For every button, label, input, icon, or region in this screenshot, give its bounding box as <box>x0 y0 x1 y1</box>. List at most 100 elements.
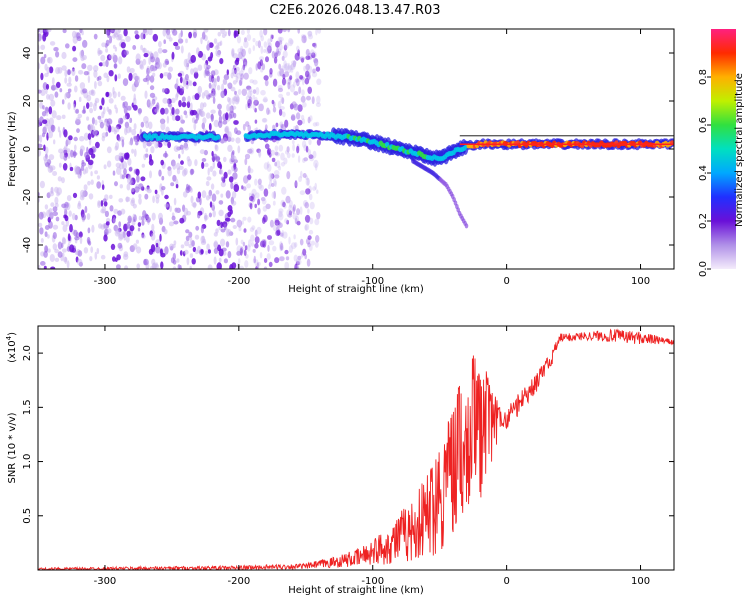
spectrogram-noise-cell <box>259 59 263 67</box>
spectrogram-noise-cell <box>155 197 160 204</box>
spectrogram-noise-cell <box>173 240 177 246</box>
spectrogram-noise-cell <box>200 249 204 255</box>
spectrogram-noise-cell <box>191 202 197 208</box>
spectrogram-ylabel: Frequency (Hz) <box>7 111 18 187</box>
spectrogram-noise-cell <box>78 96 82 102</box>
spectrogram-noise-cell <box>77 113 83 119</box>
spectrogram-noise-cell <box>263 258 268 263</box>
spectrogram-noise-cell <box>307 216 310 224</box>
spectrogram-noise-cell <box>232 150 235 155</box>
spectrogram-noise-cell <box>234 90 237 95</box>
spectrogram-noise-cell <box>61 114 66 120</box>
spectrogram-noise-cell <box>290 115 296 121</box>
colorbar-tick-label: 0.2 <box>698 213 709 229</box>
spectrogram-noise-cell <box>38 62 41 71</box>
spectrogram-noise-cell <box>300 95 306 103</box>
spectrogram-noise-cell <box>38 222 43 228</box>
spectrogram-noise-cell <box>302 78 305 86</box>
spectrogram-noise-cell <box>112 86 115 95</box>
spectrogram-noise-cell <box>147 68 152 74</box>
spectrogram-noise-cell <box>54 91 59 98</box>
spectrogram-noise-cell <box>176 258 180 263</box>
spectrogram-noise-cell <box>135 239 139 244</box>
spectrogram-noise-cell <box>211 193 217 202</box>
spectrogram-noise-cell <box>103 72 108 79</box>
spectrogram-noise-cell <box>149 85 155 91</box>
spectrogram-noise-cell <box>201 190 207 199</box>
spectrogram-noise-cell <box>300 34 307 39</box>
spectrogram-noise-cell <box>207 40 210 48</box>
spectrogram-noise-cell <box>244 153 251 160</box>
spectrogram-noise-cell <box>262 118 267 123</box>
spectrogram-noise-cell <box>199 197 202 206</box>
spectrogram-noise-cell <box>263 188 269 197</box>
spectrogram-noise-cell <box>312 68 316 74</box>
spectrogram-noise-cell <box>230 182 234 190</box>
spectrogram-noise-cell <box>279 106 285 110</box>
spectrogram-noise-cell <box>157 142 163 148</box>
spectrogram-noise-cell <box>281 55 285 62</box>
spectrogram-noise-cell <box>295 71 300 80</box>
spectrogram-noise-cell <box>259 184 264 191</box>
spectrogram-noise-cell <box>194 234 200 240</box>
spectrogram-noise-cell <box>109 35 113 44</box>
spectrogram-noise-cell <box>48 66 54 74</box>
spectrogram-noise-cell <box>123 106 128 115</box>
spectrogram-noise-cell <box>64 93 67 100</box>
spectrogram-noise-cell <box>134 186 140 193</box>
spectrogram-noise-cell <box>135 168 140 176</box>
spectrogram-noise-cell <box>239 77 243 86</box>
snr-marks <box>38 328 674 570</box>
spectrogram-noise-cell <box>177 72 183 77</box>
spectrogram-noise-cell <box>52 206 58 213</box>
spectrogram-noise-cell <box>140 44 144 51</box>
spectrogram-noise-cell <box>181 86 185 92</box>
spectrogram-noise-cell <box>46 94 50 100</box>
spectrogram-noise-cell <box>55 216 60 222</box>
spectrogram-noise-cell <box>112 170 116 176</box>
spectrogram-ytick-label: -40 <box>22 237 33 253</box>
spectrogram-noise-cell <box>290 68 294 73</box>
spectrogram-noise-cell <box>223 258 228 264</box>
spectrogram-noise-cell <box>294 180 298 189</box>
spectrogram-noise-cell <box>105 48 109 53</box>
spectrogram-noise-cell <box>153 51 159 59</box>
spectrogram-noise-cell <box>257 198 261 206</box>
spectrogram-noise-cell <box>314 163 318 171</box>
spectrogram-noise-cell <box>140 176 146 182</box>
spectrogram-noise-cell <box>172 259 177 265</box>
spectrogram-branch-cell <box>464 223 469 229</box>
spectrogram-noise-cell <box>184 240 190 247</box>
spectrogram-noise-cell <box>38 265 41 269</box>
spectrogram-noise-cell <box>69 244 75 253</box>
spectrogram-noise-cell <box>112 217 117 224</box>
spectrogram-noise-cell <box>312 150 317 159</box>
spectrogram-noise-cell <box>281 186 287 195</box>
spectrogram-noise-cell <box>285 79 292 85</box>
spectrogram-noise-cell <box>240 246 244 253</box>
spectrogram-noise-cell <box>253 255 256 264</box>
spectrogram-noise-cell <box>288 37 293 47</box>
spectrogram-noise-cell <box>248 87 253 93</box>
spectrogram-noise-cell <box>193 122 197 131</box>
spectrogram-noise-cell <box>272 78 278 87</box>
spectrogram-noise-cell <box>263 162 269 170</box>
colorbar-tick-label: 0.8 <box>698 69 709 85</box>
snr-ylabel: SNR (10 * v/v) <box>7 412 18 483</box>
spectrogram-noise-cell <box>194 93 200 101</box>
spectrogram-noise-cell <box>307 149 312 157</box>
spectrogram-noise-cell <box>247 165 251 174</box>
colorbar-axes: 0.0 0.2 0.4 0.6 0.8 <box>698 69 711 277</box>
spectrogram-noise-cell <box>152 66 156 72</box>
spectrogram-noise-cell <box>304 214 311 223</box>
spectrogram-noise-cell <box>46 29 52 33</box>
spectrogram-noise-cell <box>104 29 109 35</box>
spectrogram-noise-cell <box>306 258 311 267</box>
spectrogram-noise-cell <box>52 224 59 230</box>
spectrogram-noise-cell <box>186 210 192 216</box>
spectrogram-noise-cell <box>283 204 287 209</box>
spectrogram-noise-cell <box>118 198 124 203</box>
spectrogram-noise-cell <box>271 183 275 187</box>
spectrogram-noise-cell <box>79 145 85 152</box>
